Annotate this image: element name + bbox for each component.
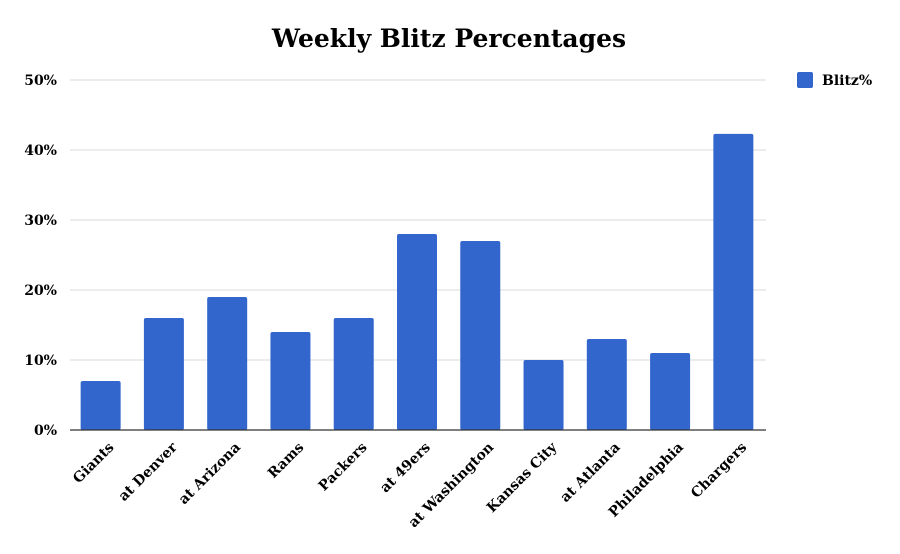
y-tick-label: 0%: [34, 423, 57, 439]
legend-label: Blitz%: [822, 73, 872, 89]
y-axis-ticks: 0% 10% 20% 30% 40% 50%: [24, 73, 57, 439]
legend-swatch: [797, 72, 813, 88]
y-tick-label: 40%: [24, 143, 57, 159]
bar: [143, 318, 184, 430]
bar: [397, 234, 437, 430]
legend: Blitz%: [797, 72, 872, 89]
bar: [270, 332, 311, 430]
bar: [650, 353, 691, 430]
bar: [80, 381, 121, 430]
x-tick-label: Rams: [265, 439, 307, 481]
y-tick-label: 10%: [24, 353, 57, 369]
y-tick-label: 30%: [24, 213, 57, 229]
y-tick-label: 20%: [24, 283, 57, 299]
bar: [586, 339, 627, 430]
bar: [460, 241, 501, 430]
x-tick-label: Packers: [316, 439, 371, 494]
x-tick-label: at 49ers: [377, 439, 434, 496]
bar: [207, 297, 248, 430]
bar: [713, 133, 754, 430]
x-tick-label: at Atlanta: [557, 440, 623, 506]
bar: [333, 318, 374, 430]
chart-title: Weekly Blitz Percentages: [271, 24, 626, 53]
gridlines: [70, 79, 766, 361]
x-tick-label: at Arizona: [176, 440, 244, 508]
x-tick-label: Chargers: [688, 439, 750, 501]
bar: [523, 360, 564, 430]
y-tick-label: 50%: [24, 73, 57, 89]
x-tick-label: Giants: [70, 439, 117, 486]
x-tick-label: at Denver: [116, 439, 182, 505]
bars: [80, 133, 754, 430]
